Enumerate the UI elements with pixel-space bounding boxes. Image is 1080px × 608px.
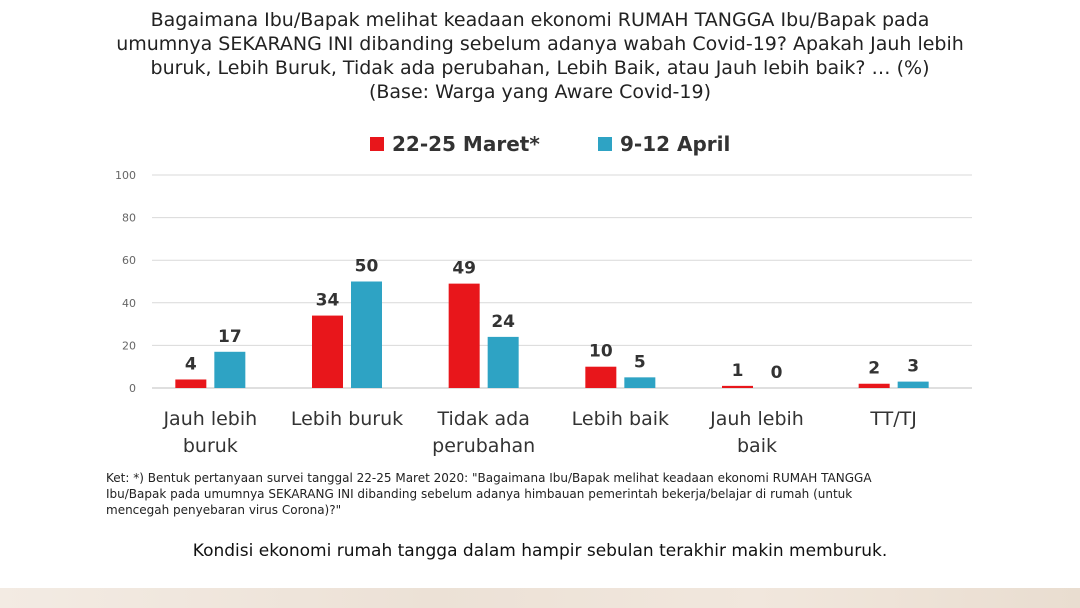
legend-swatch-series-1 [370,137,384,151]
x-tick-label-5-line-1: Jauh lebih [709,408,804,430]
chart-legend: 22-25 Maret* 9-12 April [0,132,1080,162]
footnote: Ket: *) Bentuk pertanyaan survei tanggal… [106,470,1006,518]
bar-series-2-cat-6 [897,381,929,388]
x-tick-label-5-line-2: baik [737,435,777,457]
data-label-series-1-cat-2: 34 [316,291,340,311]
data-label-series-1-cat-1: 4 [185,354,197,374]
bar-series-2-cat-2 [351,281,382,388]
legend-swatch-series-2 [598,137,612,151]
data-label-series-1-cat-4: 10 [589,342,613,362]
x-tick-label-3-line-1: Tidak ada [436,408,529,430]
title-line-3: buruk, Lebih Buruk, Tidak ada perubahan,… [150,57,930,79]
bar-series-2-cat-3 [487,336,519,388]
caption: Kondisi ekonomi rumah tangga dalam hampi… [192,541,888,561]
legend-item-series-1: 22-25 Maret* [370,132,540,156]
data-label-series-1-cat-5: 1 [732,361,744,381]
bar-series-1-cat-3 [448,283,480,388]
footnote-line-3: mencegah penyebaran virus Corona)?" [106,503,342,517]
data-label-series-2-cat-6: 3 [907,357,919,377]
x-tick-label-4-line-1: Lebih baik [572,408,669,430]
bar-series-2-cat-1 [214,351,246,388]
data-label-series-1-cat-6: 2 [868,359,880,379]
y-tick-label-100: 100 [115,169,136,182]
footnote-line-1: Ket: *) Bentuk pertanyaan survei tanggal… [106,471,872,485]
bar-series-2-cat-4 [624,377,656,388]
footer-texture [0,588,1080,608]
bar-series-1-cat-5 [722,385,753,388]
x-tick-label-3-line-2: perubahan [432,435,535,457]
y-tick-label-40: 40 [122,297,136,310]
x-tick-label-1-line-1: Jauh lebih [162,408,257,430]
data-label-series-2-cat-5: 0 [771,363,783,383]
bar-series-1-cat-1 [175,379,207,388]
y-tick-label-0: 0 [129,382,136,395]
y-tick-label-20: 20 [122,339,136,352]
data-label-series-2-cat-2: 50 [355,257,379,277]
data-label-series-1-cat-3: 49 [452,259,476,279]
bar-series-1-cat-2 [312,315,343,388]
bar-series-1-cat-4 [585,366,617,388]
legend-label-series-1: 22-25 Maret* [392,132,540,156]
title-line-1: Bagaimana Ibu/Bapak melihat keadaan ekon… [150,9,930,31]
y-tick-label-80: 80 [122,212,136,225]
x-tick-label-2-line-1: Lebih buruk [291,408,403,430]
data-label-series-2-cat-4: 5 [634,352,646,372]
chart-title: Bagaimana Ibu/Bapak melihat keadaan ekon… [60,8,1020,104]
legend-item-series-2: 9-12 April [598,132,730,156]
x-tick-label-6-line-1: TT/TJ [869,408,917,430]
x-tick-label-1-line-2: buruk [183,435,238,457]
title-line-2: umumnya SEKARANG INI dibanding sebelum a… [116,33,964,55]
title-line-4: (Base: Warga yang Aware Covid-19) [368,81,712,103]
data-label-series-2-cat-3: 24 [491,312,515,332]
y-tick-label-60: 60 [122,254,136,267]
bar-series-1-cat-6 [858,383,890,388]
data-label-series-2-cat-1: 17 [218,327,242,347]
footnote-line-2: Ibu/Bapak pada umumnya SEKARANG INI diba… [106,487,853,501]
legend-label-series-2: 9-12 April [620,132,731,156]
